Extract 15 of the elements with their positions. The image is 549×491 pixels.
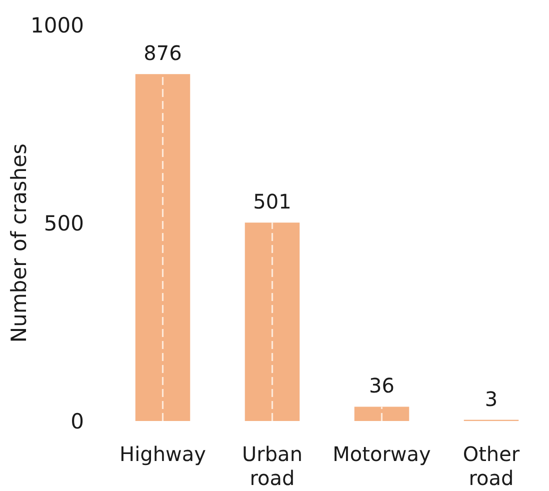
y-tick-label: 500 bbox=[44, 211, 84, 236]
bar bbox=[244, 222, 300, 421]
bar bbox=[354, 406, 410, 421]
bar bbox=[135, 74, 190, 421]
data-label: 36 bbox=[369, 374, 394, 398]
x-tick-label: Urban road bbox=[242, 442, 302, 490]
x-tick-label: Other road bbox=[462, 442, 520, 490]
x-tick-label: Motorway bbox=[332, 442, 432, 466]
y-tick-label: 1000 bbox=[30, 13, 84, 38]
data-label: 876 bbox=[144, 41, 182, 66]
x-tick-label: Highway bbox=[120, 442, 206, 466]
data-label: 501 bbox=[253, 190, 292, 214]
y-axis-title: Number of crashes bbox=[7, 143, 31, 343]
data-label: 3 bbox=[484, 386, 498, 411]
y-tick-label: 0 bbox=[70, 409, 84, 434]
